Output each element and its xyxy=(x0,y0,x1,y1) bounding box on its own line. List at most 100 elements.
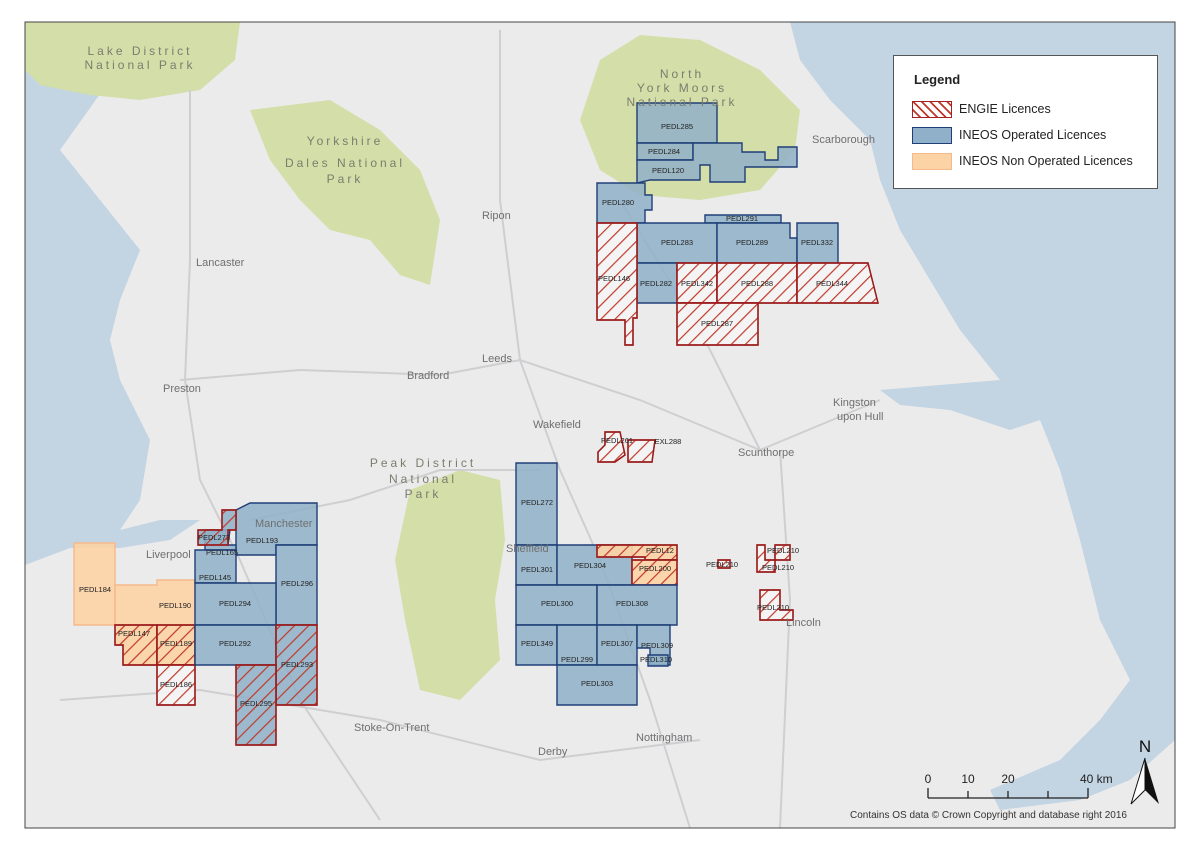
licence-hatch xyxy=(796,262,879,304)
park-label: Park xyxy=(327,172,364,186)
licence-label: PEDL291 xyxy=(726,214,758,223)
legend-title: Legend xyxy=(914,72,961,87)
licence-label: PEDL147 xyxy=(118,629,150,638)
licence-label: PEDL283 xyxy=(661,238,693,247)
lake-district-park xyxy=(25,22,240,100)
licence-label: PEDL146 xyxy=(598,274,630,283)
licence-label: PEDL296 xyxy=(281,579,313,588)
park-label: National xyxy=(389,472,457,486)
licence-label: PEDL120 xyxy=(652,166,684,175)
licence-area-pedl308[interactable] xyxy=(596,584,678,626)
licence-label: PEDL301 xyxy=(521,565,553,574)
licence-label: PEDL332 xyxy=(801,238,833,247)
legend-item-engie: ENGIE Licences xyxy=(912,100,1051,118)
scale-tick: 0 xyxy=(925,772,932,786)
licence-hatch xyxy=(597,431,626,463)
licence-label: PEDL186 xyxy=(160,680,192,689)
source-credit: From INEOS Shale xyxy=(1057,2,1160,16)
licence-label: PEDL184 xyxy=(79,585,111,594)
licence-hatch xyxy=(235,664,277,746)
licence-label: PEDL309 xyxy=(641,641,673,650)
place-label: Scarborough xyxy=(812,134,875,146)
legend-label: ENGIE Licences xyxy=(959,102,1051,116)
licence-hatch xyxy=(774,544,791,561)
legend-label: INEOS Operated Licences xyxy=(959,128,1107,142)
legend-item-ineos-non-operated: INEOS Non Operated Licences xyxy=(912,152,1133,170)
park-label: North xyxy=(660,67,704,81)
licence-label: PEDL165 xyxy=(206,548,238,557)
place-labels: Scarborough Ripon Lancaster Leeds Bradfo… xyxy=(146,134,883,758)
place-label: Sheffield xyxy=(506,543,549,555)
licence-label: PEDL344 xyxy=(816,279,848,288)
park-label: Yorkshire xyxy=(307,134,384,148)
licence-label: PEDL272 xyxy=(521,498,553,507)
park-label: York Moors xyxy=(637,81,727,95)
scale-tick: 20 xyxy=(1001,772,1015,786)
licence-hatch xyxy=(759,589,794,621)
licence-label: PEDL307 xyxy=(601,639,633,648)
licence-label: PEDL349 xyxy=(521,639,553,648)
place-label: upon Hull xyxy=(837,411,883,423)
place-label: Lincoln xyxy=(786,617,821,629)
place-label: Wakefield xyxy=(533,419,581,431)
park-label: Peak District xyxy=(370,456,476,470)
licence-label: PEDL285 xyxy=(661,122,693,131)
irish-sea xyxy=(25,22,200,565)
licence-area-pedl120[interactable] xyxy=(636,142,798,184)
licence-label: PEDL273 xyxy=(198,533,230,542)
licence-hatch xyxy=(156,664,196,706)
licence-label: PEDL145 xyxy=(199,573,231,582)
peak-district-park xyxy=(395,470,505,700)
park-label: Lake District xyxy=(87,44,192,58)
licence-label: PEDL342 xyxy=(681,279,713,288)
legend: Legend ENGIE Licences INEOS Operated Lic… xyxy=(893,55,1158,189)
licence-label: PEDL289 xyxy=(736,238,768,247)
licence-hatch xyxy=(627,439,656,463)
licence-label: PEDL292 xyxy=(219,639,251,648)
place-label: Lancaster xyxy=(196,257,245,269)
park-labels: Lake District National Park Yorkshire Da… xyxy=(84,44,737,501)
licence-label: EXL288 xyxy=(655,437,682,446)
place-label: Derby xyxy=(538,746,568,758)
licence-label: PEDL210 xyxy=(767,546,799,555)
licence-label: PEDL310 xyxy=(640,655,672,664)
map-frame xyxy=(24,21,1176,829)
place-label: Scunthorpe xyxy=(738,447,794,459)
licence-label: PEDL190 xyxy=(159,601,191,610)
licence-area-pedl310[interactable] xyxy=(647,654,669,667)
licence-area-pedl303[interactable] xyxy=(556,664,638,706)
licence-label: PEDL210 xyxy=(706,560,738,569)
place-label: Preston xyxy=(163,383,201,395)
park-label: Dales National xyxy=(285,156,405,170)
licence-label: PEDL300 xyxy=(541,599,573,608)
licence-label: PEDL288 xyxy=(741,279,773,288)
licence-label: PEDL294 xyxy=(219,599,251,608)
place-label: Liverpool xyxy=(146,549,191,561)
licence-area-pedl184[interactable] xyxy=(73,542,116,626)
place-label: Manchester xyxy=(255,518,313,530)
licence-label: PEDL193 xyxy=(246,536,278,545)
ineos-non-operated-swatch xyxy=(912,152,952,170)
licence-label: PEDL303 xyxy=(581,679,613,688)
licence-hatch xyxy=(197,509,237,546)
yorkshire-dales-park xyxy=(250,100,440,285)
park-label: National Park xyxy=(84,58,195,72)
licence-label: PEDL210 xyxy=(762,563,794,572)
legend-label: INEOS Non Operated Licences xyxy=(959,154,1133,168)
ineos-operated-swatch xyxy=(912,126,952,144)
licence-hatch xyxy=(676,302,759,346)
copyright-notice: Contains OS data © Crown Copyright and d… xyxy=(850,810,1127,821)
licence-hatch xyxy=(717,559,731,569)
licence-label: PEDL200 xyxy=(639,564,671,573)
place-label: Leeds xyxy=(482,353,512,365)
place-label: Kingston xyxy=(833,397,876,409)
place-label: Stoke-On-Trent xyxy=(354,722,429,734)
place-label: Nottingham xyxy=(636,732,692,744)
humber-estuary xyxy=(880,380,1040,430)
licence-label: PEDL210 xyxy=(757,603,789,612)
park-label: National Park xyxy=(626,95,737,109)
licence-label: PEDL287 xyxy=(701,319,733,328)
licence-label: PEDL308 xyxy=(616,599,648,608)
licence-label: PEDL304 xyxy=(574,561,606,570)
legend-item-ineos-operated: INEOS Operated Licences xyxy=(912,126,1106,144)
